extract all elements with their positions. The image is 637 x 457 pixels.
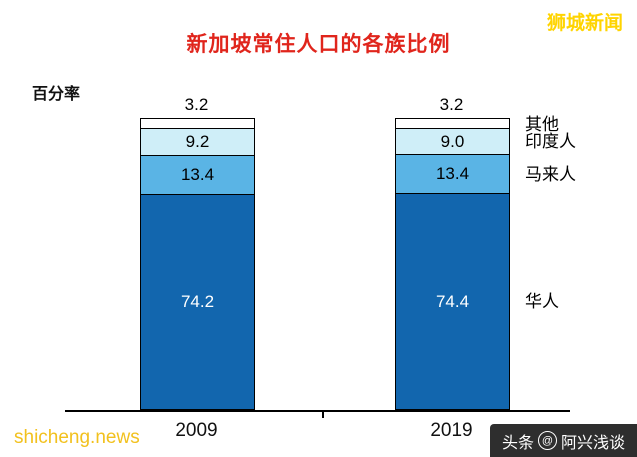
x-axis-label-2009: 2009: [175, 420, 218, 441]
legend-label-印度人: 印度人: [525, 132, 576, 152]
at-icon: @: [537, 431, 557, 450]
top-value-label: 3.2: [184, 95, 209, 114]
badge-handle: 阿兴浅谈: [560, 434, 625, 452]
segment-value-label: 13.4: [180, 164, 215, 184]
legend-label-马来人: 马来人: [525, 164, 576, 184]
watermark-site-name: 狮城新闻: [546, 13, 623, 34]
bar-segment-印度人: 9.2: [141, 128, 254, 155]
bar-segment-华人: 74.2: [141, 193, 254, 409]
y-axis-title: 百分率: [32, 86, 81, 103]
legend-label-华人: 华人: [525, 292, 559, 312]
bar-segment-其他: [141, 119, 254, 129]
segment-value-label: 13.4: [435, 164, 470, 184]
watermark-site-url: shicheng.news: [14, 427, 140, 448]
bar-segment-其他: [396, 119, 509, 129]
badge-prefix: 头条: [501, 434, 534, 452]
segment-value-label: 9.2: [185, 132, 210, 152]
segment-value-label: 74.2: [180, 291, 215, 311]
stacked-bar-2009: 9.2 13.4 74.2: [140, 118, 255, 410]
chart-title: 新加坡常住人口的各族比例: [186, 33, 451, 56]
chart-area: 9.2 13.4 74.2 3.2 2009 9.0 13.4 74.4 3.2 2019 华人 马来…: [65, 95, 576, 441]
legend-label-其他: 其他: [525, 114, 559, 134]
axis-tick: [322, 410, 324, 418]
bar-segment-华人: 74.4: [396, 193, 509, 409]
bar-segment-马来人: 13.4: [141, 154, 254, 194]
footer-badge: 头条 @ 阿兴浅谈: [489, 424, 637, 457]
bar-segment-马来人: 13.4: [396, 154, 509, 194]
stacked-bar-2019: 9.0 13.4 74.4: [395, 118, 510, 410]
segment-value-label: 74.4: [435, 291, 470, 311]
x-axis-label-2019: 2019: [430, 420, 473, 441]
top-value-label: 3.2: [439, 95, 464, 114]
bar-segment-印度人: 9.0: [396, 128, 509, 155]
segment-value-label: 9.0: [440, 131, 465, 151]
